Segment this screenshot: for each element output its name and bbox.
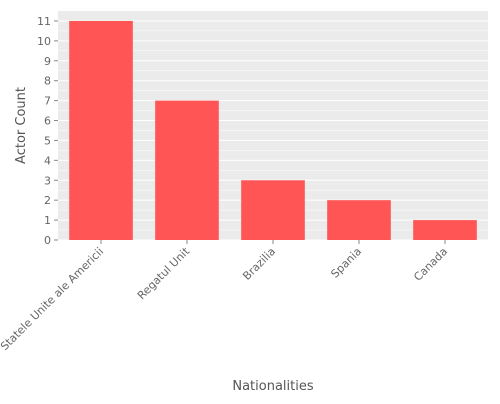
- y-tick-label: 10: [37, 35, 51, 48]
- bar: [413, 220, 477, 240]
- bar: [241, 180, 305, 240]
- y-tick-label: 3: [44, 174, 51, 187]
- bar: [69, 20, 133, 240]
- y-tick-label: 5: [44, 134, 51, 147]
- y-tick-label: 8: [44, 75, 51, 88]
- x-tick-label: Spania: [328, 245, 364, 281]
- bars: [69, 20, 477, 240]
- y-tick-label: 9: [44, 55, 51, 68]
- y-tick-label: 4: [44, 154, 51, 167]
- x-axis-title: Nationalities: [232, 379, 313, 394]
- bar: [155, 100, 219, 240]
- y-tick-label: 6: [44, 115, 51, 128]
- x-tick-label: Statele Unite ale Americii: [0, 245, 106, 353]
- y-tick-label: 0: [44, 234, 51, 247]
- y-tick-label: 11: [37, 15, 51, 28]
- x-tick-label: Canada: [411, 245, 450, 284]
- y-tick-label: 7: [44, 95, 51, 108]
- x-tick-label: Regatul Unit: [135, 244, 193, 302]
- bar: [327, 200, 391, 240]
- y-tick-label: 2: [44, 194, 51, 207]
- x-axis-ticks: Statele Unite ale Americii Regatul Unit Br…: [0, 240, 450, 353]
- y-tick-label: 1: [44, 214, 51, 227]
- x-tick-label: Brazilia: [240, 245, 278, 283]
- y-axis-title: Actor Count: [14, 87, 29, 164]
- y-axis-ticks: 0 1 2 3 4 5 6 7 8 9 10 11: [37, 15, 58, 247]
